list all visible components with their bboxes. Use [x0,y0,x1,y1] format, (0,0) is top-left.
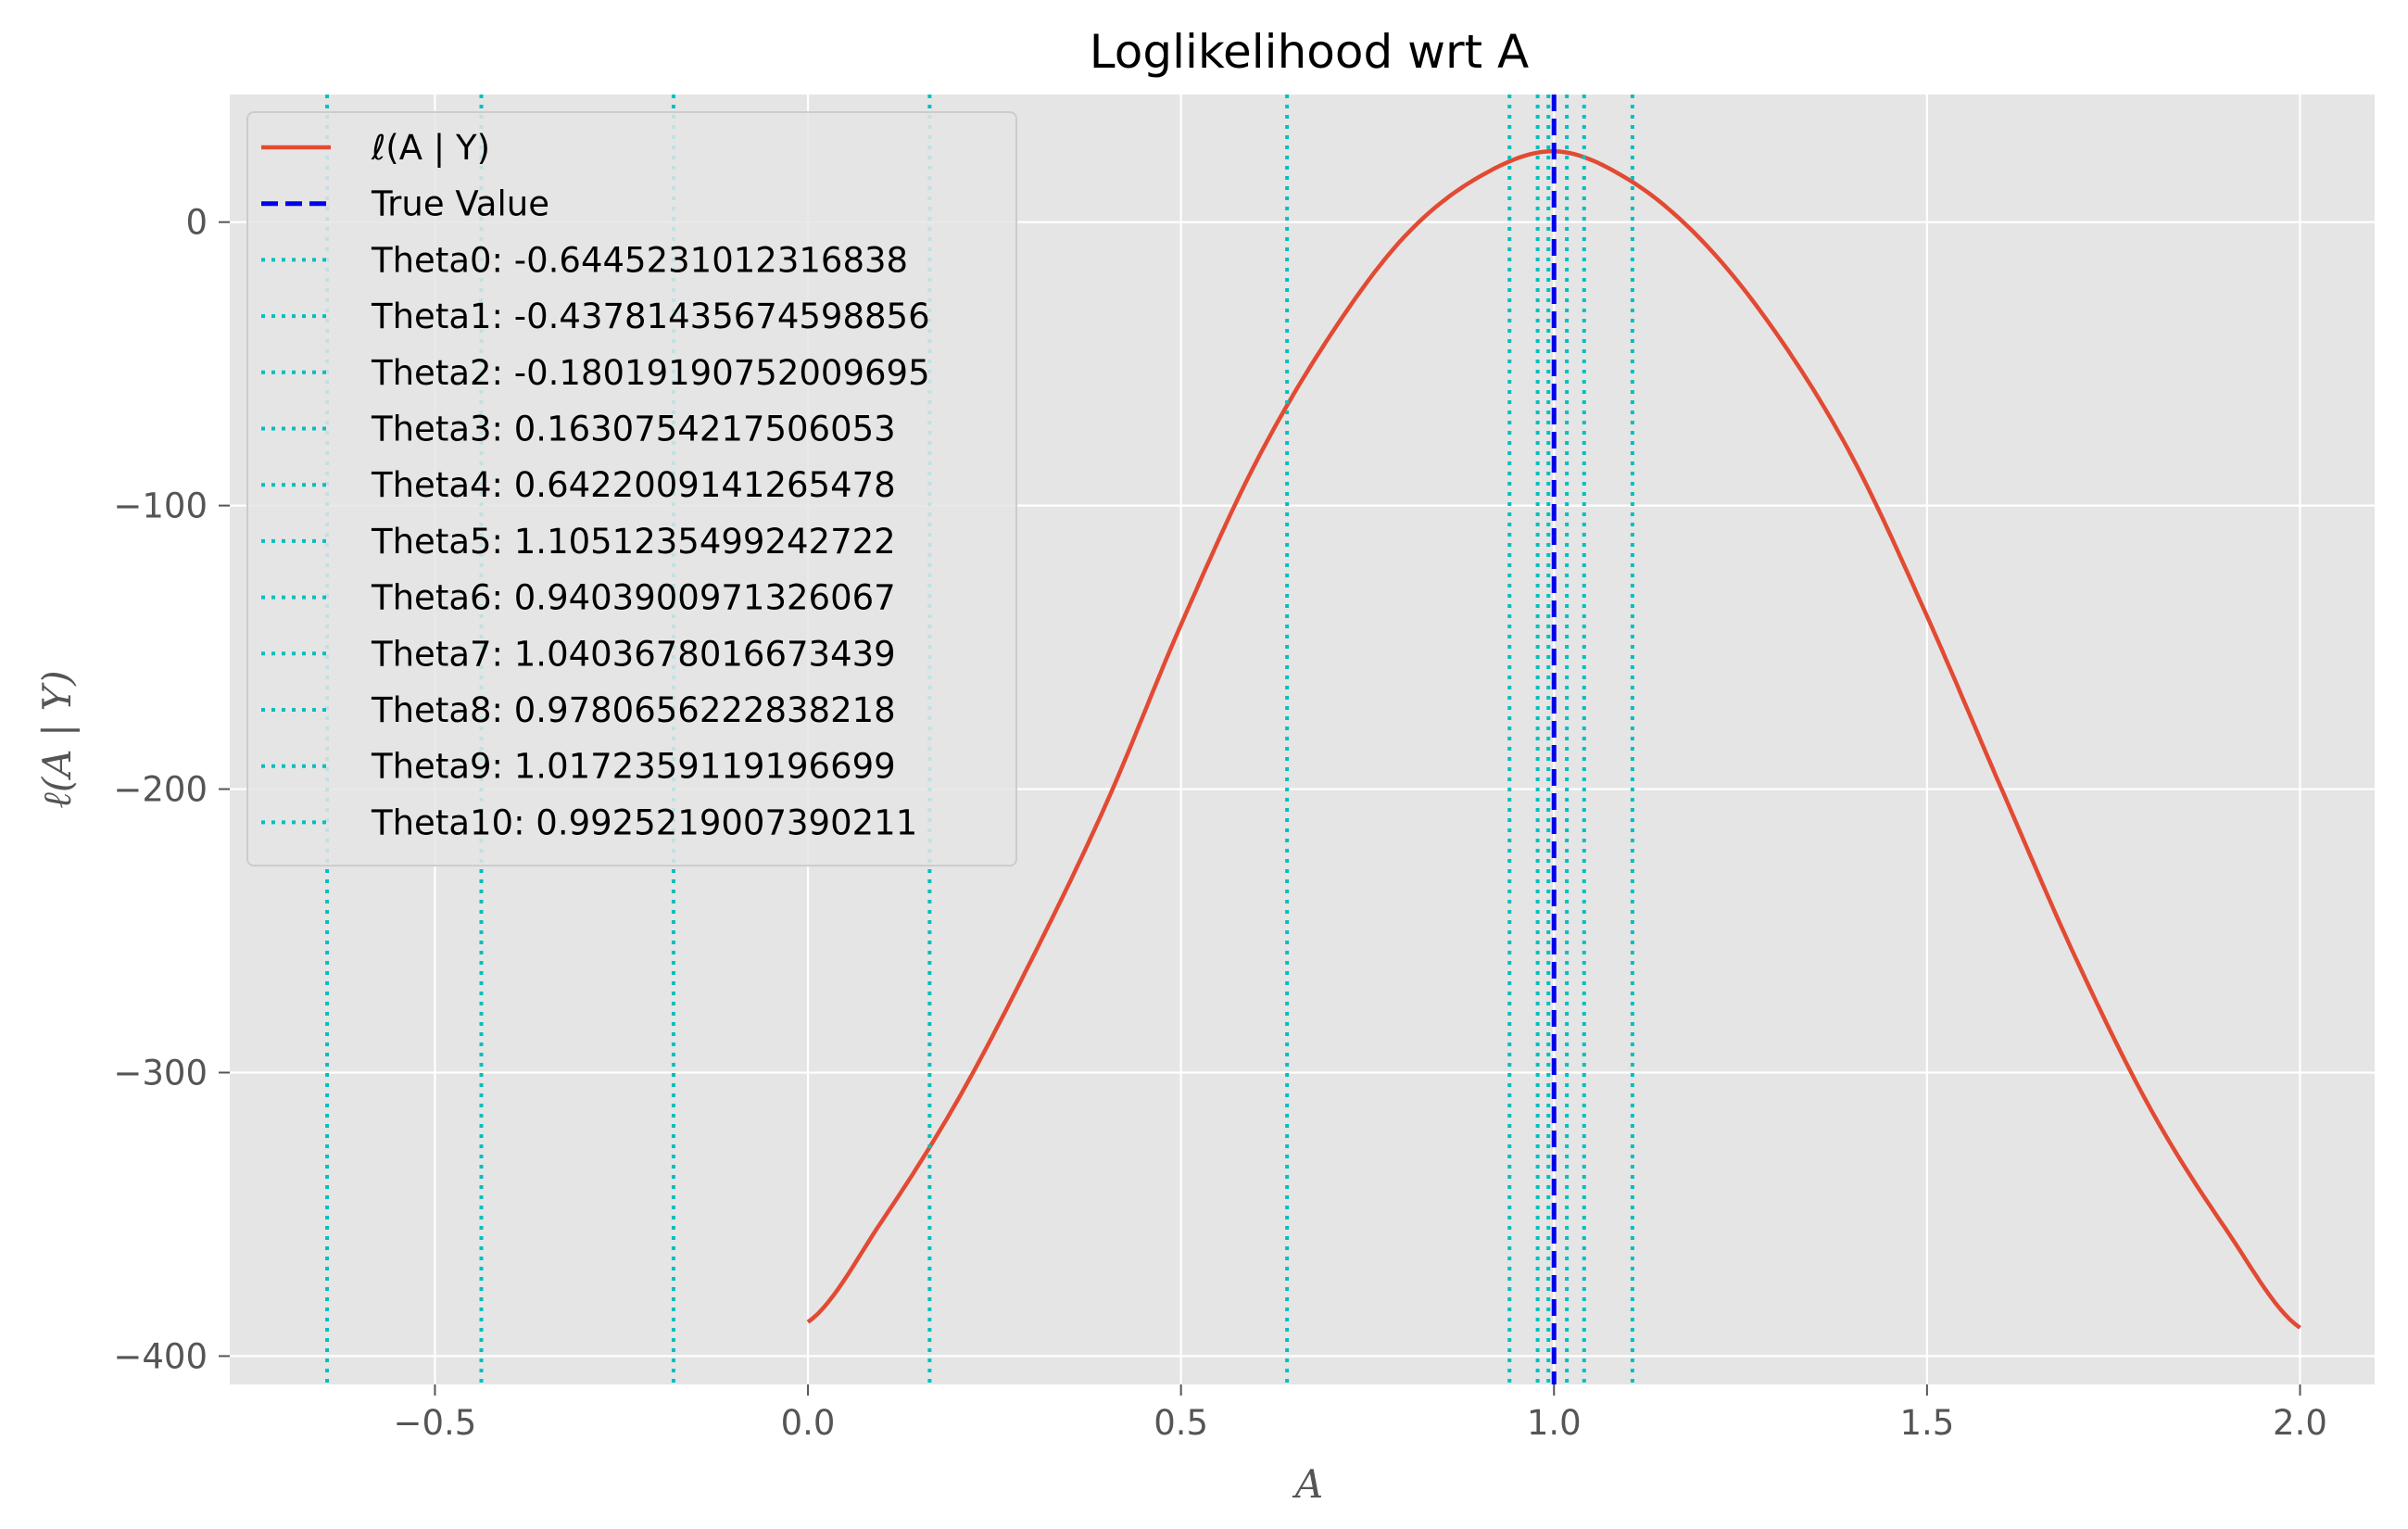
x-tick-label: 1.0 [1527,1403,1582,1443]
y-tick-label: −100 [113,486,208,526]
legend-label: Theta10: 0.9925219007390211 [371,802,917,842]
x-tick-label: 0.0 [781,1403,836,1443]
x-tick-label: 0.5 [1154,1403,1208,1443]
y-tick-label: 0 [185,203,208,243]
x-tick-label: −0.5 [394,1403,477,1443]
y-axis: 0 −100 −200 −300 −400 [113,203,230,1376]
legend-label: Theta7: 1.0403678016673439 [371,634,896,674]
legend-label: Theta0: -0.6445231012316838 [371,240,908,280]
x-tick-label: 2.0 [2273,1403,2327,1443]
legend-label: ℓ(A | Y) [371,128,490,168]
y-tick-label: −200 [113,770,208,810]
chart-title: Loglikelihood wrt A [1090,25,1529,79]
x-axis: −0.5 0.0 0.5 1.0 1.5 2.0 [394,1384,2327,1443]
legend-label: Theta6: 0.9403900971326067 [371,578,896,618]
legend-label: Theta5: 1.1051235499242722 [371,522,896,562]
y-tick-label: −300 [113,1053,208,1093]
legend-label: Theta2: -0.18019190752009695 [371,353,930,393]
legend-label: Theta8: 0.9780656222838218 [371,690,896,730]
y-tick-label: −400 [113,1336,208,1376]
x-tick-label: 1.5 [1899,1403,1954,1443]
legend-label: Theta4: 0.6422009141265478 [371,465,896,505]
legend-label: Theta9: 1.0172359119196699 [371,747,896,787]
legend-label: True Value [371,184,549,224]
y-axis-label: ℓ(A | Y) [34,670,80,808]
legend-box [246,111,1017,867]
x-axis-label: A [1292,1461,1323,1507]
legend-label: Theta3: 0.1630754217506053 [371,410,896,449]
legend-label: Theta1: -0.43781435674598856 [371,297,930,336]
legend: ℓ(A | Y) True Value Theta0: -0.64452310123… [246,111,1017,867]
